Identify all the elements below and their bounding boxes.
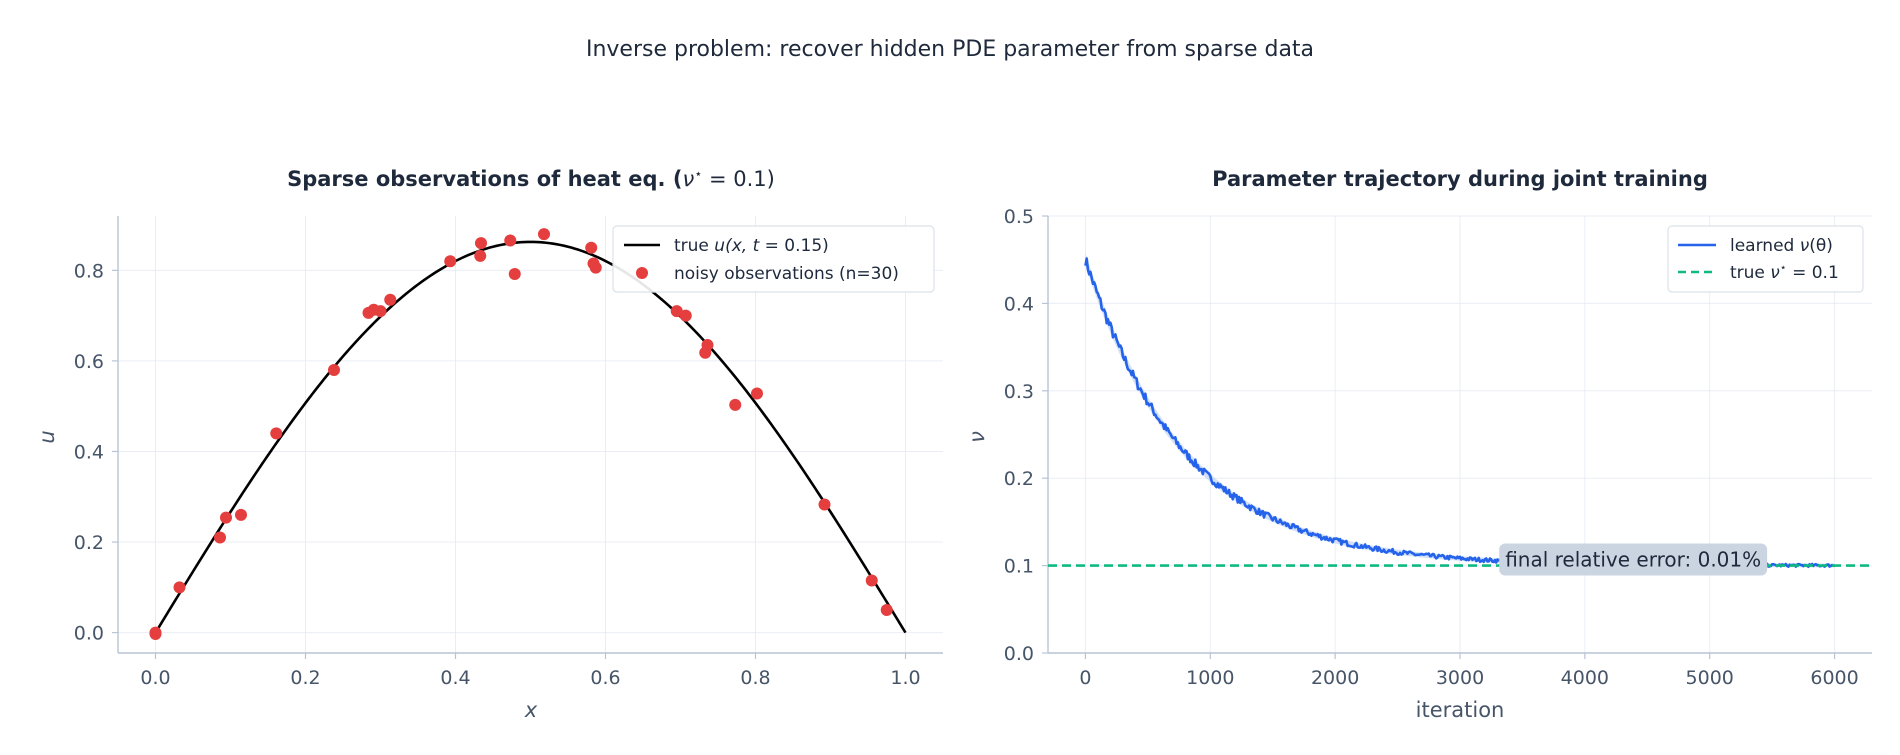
right-panel-title: Parameter trajectory during joint traini… [1212,167,1708,191]
legend-true-param-label: true ν⋆ = 0.1 [1730,261,1839,283]
right-x-tick-label: 2000 [1311,667,1359,689]
observation-point [729,398,742,411]
right-legend: learned ν(θ) true ν⋆ = 0.1 [1667,225,1864,293]
observation-point [173,581,186,594]
right-x-tick-label: 3000 [1436,667,1484,689]
left-y-tick-label: 0.8 [74,260,104,282]
right-x-tick-label: 0 [1079,667,1091,689]
right-y-tick-label: 0.5 [1004,206,1034,228]
left-y-tick-label: 0.6 [74,351,104,373]
observation-point [538,228,550,241]
left-x-tick-label: 0.2 [290,667,320,689]
observation-point [235,508,247,521]
observation-point [865,574,878,587]
left-y-tick-label: 0.0 [74,623,104,645]
true-curve [154,240,907,634]
left-spines [117,216,943,654]
observation-point [701,339,714,352]
right-y-tick-label: 0.1 [1004,556,1034,578]
left-y-tick-label: 0.2 [74,532,104,554]
observation-point [508,267,521,280]
left-y-tick-label: 0.4 [74,441,104,463]
right-y-tick-label: 0.2 [1004,468,1034,490]
left-x-tick-label: 0.0 [140,667,170,689]
left-x-tick-label: 0.8 [740,667,770,689]
left-x-axis-label: x [524,698,538,722]
left-legend-frame [612,225,935,293]
observation-point [328,363,340,376]
observation-point [880,603,893,616]
right-y-tick-label: 0.0 [1004,643,1034,665]
left-x-tick-label: 1.0 [890,667,920,689]
right-x-tick-label: 4000 [1561,667,1609,689]
observation-point [270,427,283,440]
observation-points [149,228,893,640]
observation-point [474,249,487,262]
annotation: final relative error: 0.01% [1499,543,1768,576]
observation-point [214,531,226,544]
legend-true-curve-label: true u(x, t = 0.15) [674,236,829,256]
observation-point [374,305,387,318]
observation-point [384,293,397,306]
right-y-axis-label: ν [965,431,989,443]
true-curve-line [154,240,907,634]
right-x-tick-label: 1000 [1186,667,1234,689]
right-legend-frame [1667,225,1864,293]
legend-observations-label: noisy observations (n=30) [674,264,899,284]
observation-point [589,261,602,274]
left-legend: true u(x, t = 0.15) noisy observations (… [612,225,935,293]
annotation-text: final relative error: 0.01% [1505,547,1761,571]
left-x-ticks: 0.0 0.2 0.4 0.6 0.8 1.0 [140,653,921,689]
left-y-ticks: 0.0 0.2 0.4 0.6 0.8 [74,260,118,645]
annotation-box [1499,543,1768,576]
left-x-tick-label: 0.4 [440,667,470,689]
observation-point [444,255,457,268]
right-x-ticks: 0 1000 2000 3000 4000 5000 6000 [1079,653,1859,689]
observation-point [475,237,487,250]
observation-point [504,234,517,247]
legend-observations-swatch [636,267,648,279]
right-x-tick-label: 6000 [1810,667,1858,689]
right-y-ticks: 0.0 0.1 0.2 0.3 0.4 0.5 [1004,206,1048,665]
left-x-tick-label: 0.6 [590,667,620,689]
observation-point [818,498,831,511]
right-x-axis-label: iteration [1416,698,1505,722]
left-panel: Sparse observations of heat eq. (ν⋆ = 0.… [35,167,943,722]
observation-point [220,511,232,524]
right-x-tick-label: 5000 [1686,667,1734,689]
legend-learned-label: learned ν(θ) [1730,236,1833,256]
right-y-tick-label: 0.4 [1004,293,1034,315]
left-y-axis-label: u [35,430,59,443]
suptitle: Inverse problem: recover hidden PDE para… [586,37,1314,62]
observation-point [585,241,598,254]
left-panel-title: Sparse observations of heat eq. (ν⋆ = 0.… [287,167,775,191]
right-panel: Parameter trajectory during joint traini… [965,167,1872,722]
observation-point [679,309,692,322]
observation-point [149,627,162,640]
observation-point [751,387,763,400]
right-y-tick-label: 0.3 [1004,381,1034,403]
observation-point [670,305,683,318]
